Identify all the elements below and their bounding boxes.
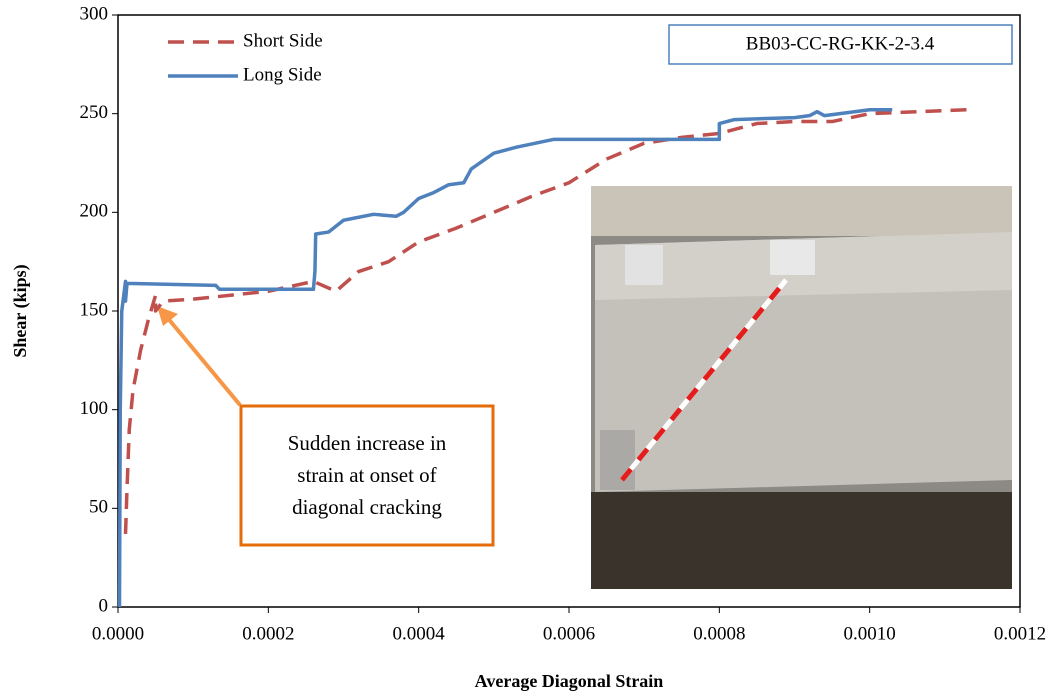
x-tick-label: 0.0012 (994, 623, 1046, 644)
y-axis-label: Shear (kips) (10, 264, 31, 357)
x-axis-label: Average Diagonal Strain (475, 671, 664, 691)
label-frame (668, 24, 1013, 65)
x-tick-label: 0.0010 (844, 623, 896, 644)
photo-plate (625, 245, 663, 285)
legend-label: Long Side (243, 64, 322, 85)
series-line (117, 107, 893, 608)
series-line (123, 107, 968, 535)
annotation-line: strain at onset of (297, 463, 436, 487)
y-tick-label: 200 (80, 201, 109, 222)
annotation: Sudden increase in strain at onset of di… (157, 306, 495, 547)
y-tick-label: 50 (89, 497, 108, 518)
y-tick-label: 150 (80, 299, 109, 320)
inset-photo (591, 186, 1012, 589)
y-tick-label: 0 (99, 595, 109, 616)
x-tick-label: 0.0004 (393, 623, 446, 644)
annotation-box (239, 404, 495, 547)
x-tick-label: 0.0000 (92, 623, 144, 644)
x-tick-label: 0.0006 (543, 623, 595, 644)
legend-label: Short Side (243, 30, 323, 51)
y-tick-label: 300 (80, 3, 109, 24)
annotation-line: diagonal cracking (292, 495, 442, 519)
annotation-arrow (164, 314, 242, 407)
photo-floor (591, 492, 1012, 589)
crack-line-dash (620, 278, 788, 482)
photo-wall (591, 186, 1012, 236)
y-tick-label: 250 (80, 102, 109, 123)
photo-plate (600, 430, 635, 490)
annotation-line: Sudden increase in (288, 431, 447, 455)
label-box: BB03-CC-RG-KK-2-3.4 (668, 24, 1013, 65)
x-tick-label: 0.0002 (242, 623, 294, 644)
y-tick-label: 100 (80, 398, 109, 419)
specimen-label: BB03-CC-RG-KK-2-3.4 (746, 33, 935, 54)
x-tick-label: 0.0008 (693, 623, 745, 644)
arrow-head (157, 306, 178, 326)
photo-plate (770, 240, 815, 275)
